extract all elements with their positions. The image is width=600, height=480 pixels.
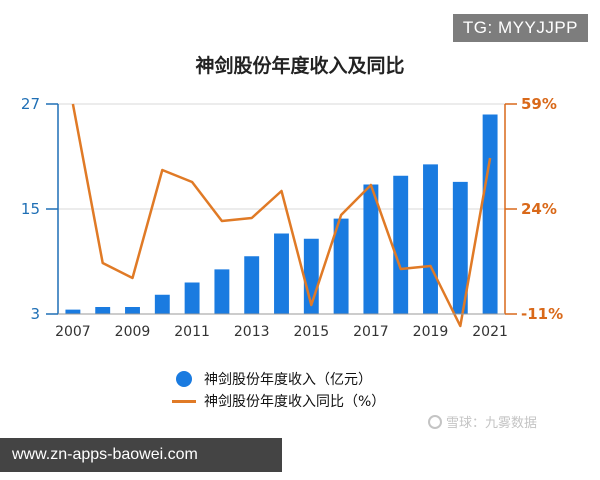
x-tick-label-2019: 2019	[413, 324, 449, 340]
x-tick-label-2015: 2015	[293, 324, 329, 340]
y-left-tick-label-2: 27	[21, 95, 40, 113]
bar-2010	[154, 294, 170, 314]
bar-2008	[95, 307, 111, 314]
legend-label-revenue: 神剑股份年度收入（亿元）	[204, 372, 372, 388]
watermark: 雪球：九雾数据	[428, 412, 537, 431]
bar-2018	[393, 175, 409, 314]
legend-item-revenue: 神剑股份年度收入（亿元）	[172, 368, 385, 390]
y-left-tick-label-0: 3	[30, 305, 40, 323]
line-series	[71, 103, 492, 328]
x-tick-label-2009: 2009	[115, 324, 151, 340]
bar-2013	[244, 256, 260, 314]
x-tick-label-2021: 2021	[472, 324, 508, 340]
x-tick-label-2011: 2011	[174, 324, 210, 340]
legend-label-growth: 神剑股份年度收入同比（%）	[204, 394, 386, 410]
bar-series	[65, 114, 498, 314]
x-tick-label-2017: 2017	[353, 324, 389, 340]
legend: 神剑股份年度收入（亿元） 神剑股份年度收入同比（%）	[172, 368, 385, 412]
axes: 3 15 27 -11% 24% 59% 2007 2009 2011 2013 2015 2017 2…	[21, 95, 563, 340]
legend-item-growth: 神剑股份年度收入同比（%）	[172, 390, 385, 412]
bar-2020	[452, 181, 468, 314]
watermark-text: 雪球：九雾数据	[446, 416, 538, 431]
snowball-logo-icon	[428, 414, 442, 429]
y-right-tick-label-0: -11%	[521, 305, 563, 323]
y-right-tick-label-1: 24%	[521, 200, 557, 218]
bar-2009	[125, 307, 140, 314]
bar-2017	[363, 184, 379, 314]
x-tick-label-2013: 2013	[234, 324, 270, 340]
bar-2007	[65, 309, 81, 314]
bar-2012	[214, 269, 230, 314]
x-tick-label-2007: 2007	[55, 324, 91, 340]
bar-2019	[423, 164, 438, 314]
y-left-tick-label-1: 15	[21, 200, 40, 218]
channel-badge: TG: MYYJJPP	[452, 14, 588, 42]
revenue-chart: 神剑股份年度收入及同比 3 15 27 -11% 24% 59% 2007 2009 2011 2…	[21, 54, 563, 340]
legend-swatch-bar	[176, 371, 192, 387]
legend-swatch-line	[172, 399, 196, 403]
bar-2021	[482, 114, 498, 314]
chart-title: 神剑股份年度收入及同比	[195, 54, 404, 77]
bar-2016	[333, 218, 349, 314]
y-right-tick-label-2: 59%	[521, 95, 557, 113]
bar-2011	[184, 282, 200, 314]
bar-2014	[274, 233, 289, 314]
website-banner: www.zn-apps-baowei.com	[0, 438, 282, 472]
